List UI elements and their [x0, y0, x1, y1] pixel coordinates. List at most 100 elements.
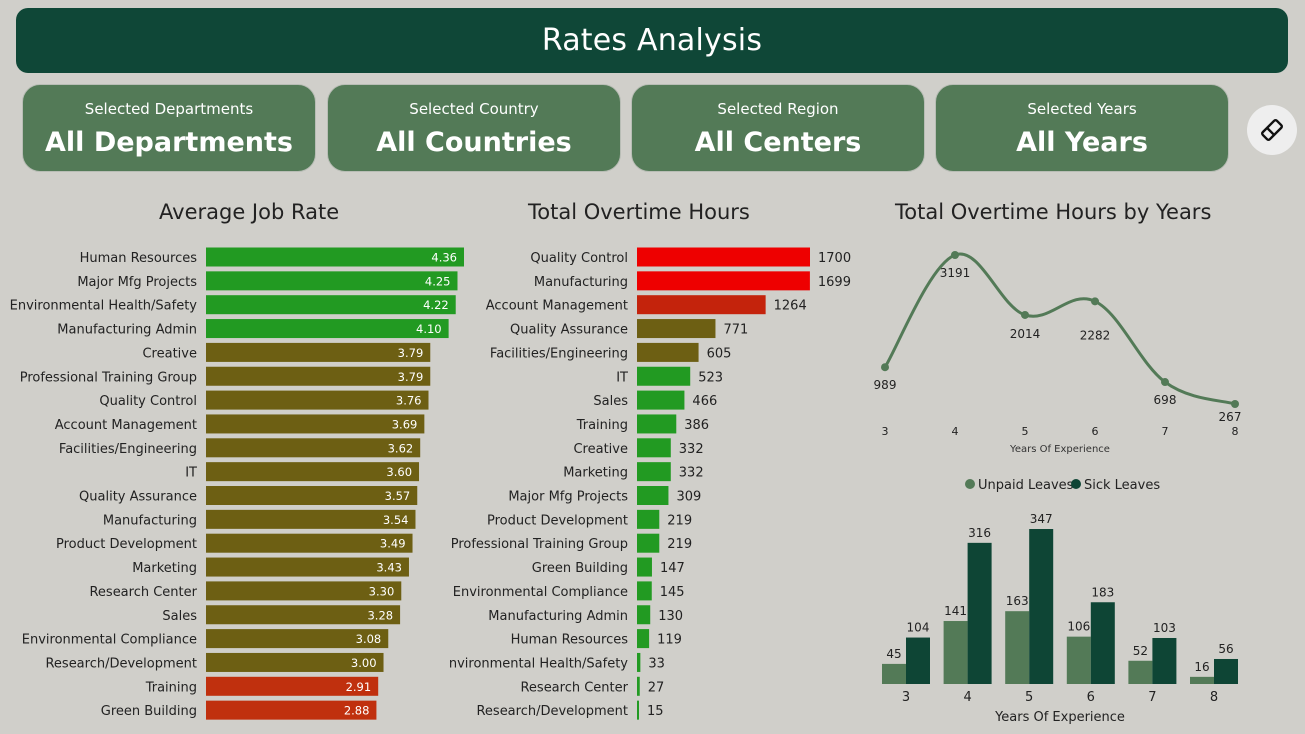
category-label: Training [576, 418, 628, 433]
bar [882, 663, 906, 684]
data-label: 27 [648, 680, 665, 695]
data-label: 56 [1218, 642, 1233, 656]
category-label: Research/Development [45, 656, 197, 671]
bar [1029, 529, 1054, 684]
category-label: Creative [573, 442, 628, 457]
tick-label: 7 [1162, 425, 1169, 438]
region-filter-card[interactable]: Selected Region All Centers [631, 84, 925, 172]
category-label: Human Resources [511, 633, 629, 648]
series-line [883, 252, 1236, 406]
bar [1128, 660, 1153, 684]
tick-label: 7 [1148, 690, 1156, 705]
data-label: 3.00 [351, 656, 377, 670]
filter-label: Selected Departments [84, 100, 254, 118]
bar [637, 533, 660, 553]
bar [637, 366, 691, 386]
category-label: Manufacturing [103, 513, 197, 528]
category-label: Research Center [520, 680, 628, 695]
data-label: 316 [968, 526, 991, 540]
eraser-icon [1261, 119, 1283, 141]
bar [1152, 637, 1177, 684]
bar [206, 652, 384, 672]
bar [906, 637, 930, 684]
category-label: Creative [142, 346, 197, 361]
category-label: Marketing [563, 466, 628, 481]
bar [206, 676, 379, 696]
bar [637, 629, 650, 649]
data-label: 119 [657, 633, 682, 648]
bar [206, 319, 449, 339]
data-point [1021, 310, 1029, 319]
data-label: 104 [907, 621, 930, 635]
category-label: Account Management [55, 418, 197, 433]
data-label: 2.91 [346, 680, 372, 694]
category-label: Green Building [101, 704, 197, 719]
data-label: 989 [874, 378, 897, 392]
data-label: 3.69 [392, 417, 418, 431]
data-label: 698 [1154, 393, 1177, 407]
tick-label: 3 [902, 690, 910, 705]
bar [206, 509, 416, 529]
data-label: 16 [1194, 660, 1209, 674]
data-point [951, 251, 959, 259]
data-label: 219 [667, 537, 692, 552]
bar [1214, 658, 1238, 684]
bar [637, 271, 810, 291]
bar [637, 438, 671, 458]
data-label: 523 [698, 370, 723, 385]
bar [637, 700, 639, 720]
bar [206, 366, 431, 386]
data-label: 52 [1133, 644, 1148, 658]
data-label: 1264 [774, 299, 807, 314]
category-label: Environmental Health/Safety [10, 299, 198, 314]
legend-label: Unpaid Leaves [978, 478, 1074, 493]
overtime-chart: Quality Control 1700 Manufacturing 1699 Acco… [450, 247, 851, 720]
bar [206, 295, 456, 315]
data-label: 3191 [940, 266, 971, 280]
data-label: 3.76 [396, 394, 422, 408]
department-filter-card[interactable]: Selected Departments All Departments [22, 84, 316, 172]
years-filter-card[interactable]: Selected Years All Years [935, 84, 1229, 172]
data-label: 4.10 [416, 322, 442, 336]
axis-label: Years Of Experience [1009, 444, 1110, 455]
data-point [1161, 378, 1169, 387]
category-label: Professional Training Group [451, 537, 628, 552]
clear-filters-button[interactable] [1247, 105, 1297, 155]
data-label: 2.88 [344, 704, 370, 718]
category-label: Manufacturing Admin [57, 323, 197, 338]
category-label: Account Management [486, 299, 628, 314]
page-title: Rates Analysis [541, 23, 763, 58]
data-label: 332 [679, 442, 704, 457]
data-label: 3.62 [388, 441, 414, 455]
bar [206, 271, 458, 291]
data-label: 3.43 [376, 561, 402, 575]
data-label: 3.57 [385, 489, 411, 503]
data-label: 3.49 [380, 537, 406, 551]
country-filter-card[interactable]: Selected Country All Countries [327, 84, 621, 172]
category-label: Manufacturing Admin [488, 609, 628, 624]
bar [637, 581, 652, 601]
chart-title-overtime-years: Total Overtime Hours by Years [895, 200, 1212, 224]
bar [637, 342, 699, 362]
tick-label: 5 [1025, 690, 1033, 705]
bar [206, 700, 377, 720]
bar [206, 462, 420, 482]
data-label: 3.54 [383, 513, 409, 527]
legend-label: Sick Leaves [1084, 478, 1160, 493]
category-label: Facilities/Engineering [490, 346, 628, 361]
data-label: 3.79 [398, 346, 424, 360]
bar [637, 247, 810, 267]
bar [943, 621, 968, 684]
data-label: 3.08 [356, 632, 382, 646]
category-label: Manufacturing [534, 275, 628, 290]
data-label: 145 [660, 585, 685, 600]
filter-value: All Years [1016, 127, 1148, 158]
filter-label: Selected Country [409, 100, 539, 118]
bar [206, 533, 413, 553]
data-label: 130 [658, 609, 683, 624]
category-label: Environmental Compliance [22, 633, 197, 648]
bar [637, 652, 641, 672]
filter-label: Selected Years [1027, 100, 1137, 118]
data-label: 183 [1091, 585, 1114, 599]
